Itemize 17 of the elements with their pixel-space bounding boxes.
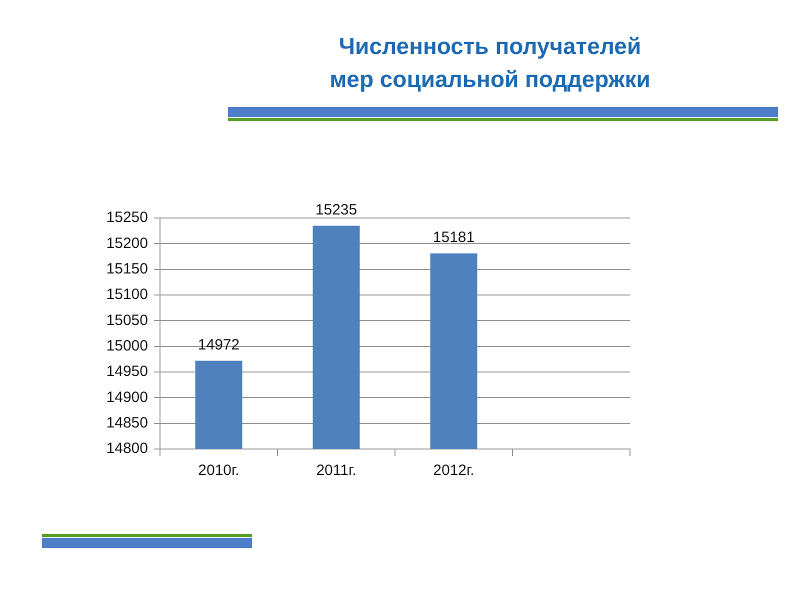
data-label: 15181 bbox=[432, 229, 475, 246]
y-tick-label: 15150 bbox=[106, 260, 148, 278]
chart-title: Численность получателей мер социальной поддержки bbox=[328, 32, 652, 94]
data-label: 15235 bbox=[315, 201, 358, 218]
x-tick-label: 2011г. bbox=[316, 462, 356, 480]
y-tick-label: 14850 bbox=[106, 414, 148, 432]
y-tick-label: 15050 bbox=[106, 312, 148, 329]
x-tick-label: 2010г. bbox=[198, 462, 240, 480]
y-tick-label: 14950 bbox=[106, 363, 148, 380]
y-tick-label: 15200 bbox=[106, 234, 148, 252]
y-tick-label: 15100 bbox=[106, 286, 148, 304]
x-tick-label: 2012г. bbox=[433, 462, 474, 480]
data-label: 14972 bbox=[198, 336, 240, 354]
y-tick-label: 15250 bbox=[106, 209, 148, 226]
y-tick-label: 14800 bbox=[106, 440, 148, 458]
y-tick-label: 14900 bbox=[106, 388, 148, 406]
y-tick-label: 15000 bbox=[106, 337, 148, 354]
